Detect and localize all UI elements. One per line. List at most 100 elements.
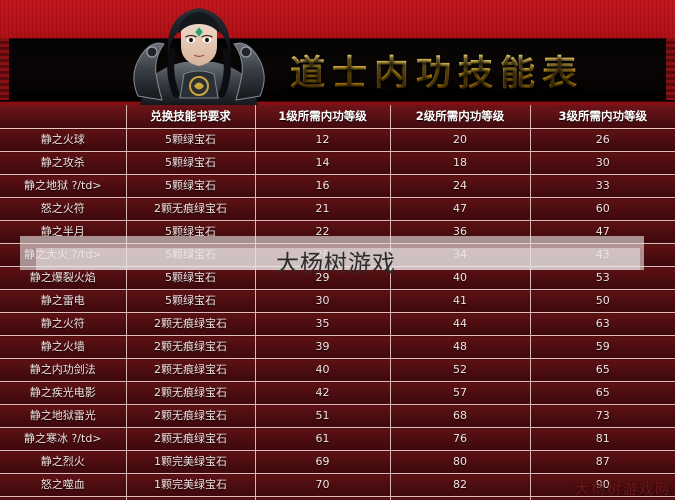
skill-book-requirement: 1颗完美绿宝石 (126, 496, 256, 500)
skill-book-requirement: 5颗绿宝石 (126, 174, 256, 198)
level-1-requirement: 12 (255, 128, 391, 152)
level-2-requirement: 82 (390, 473, 531, 497)
level-3-requirement: 47 (530, 220, 675, 244)
level-3-requirement: 65 (530, 381, 675, 405)
table-row: 静之地狱 ?/td> 5颗绿宝石 16 24 33 (0, 174, 675, 198)
level-3-requirement: 53 (530, 266, 675, 290)
skill-book-requirement: 5颗绿宝石 (126, 289, 256, 313)
level-2-requirement: 48 (390, 335, 531, 359)
table-row: 怒之火符 2颗无痕绿宝石 21 47 60 (0, 197, 675, 221)
skill-book-requirement: 2颗无痕绿宝石 (126, 381, 256, 405)
table-row: 静之雷电 5颗绿宝石 30 41 50 (0, 289, 675, 313)
skill-book-requirement: 5颗绿宝石 (126, 151, 256, 175)
column-header-requirement: 兑换技能书要求 (126, 105, 256, 129)
table-row: 静之火符 2颗无痕绿宝石 35 44 63 (0, 312, 675, 336)
table-row: 静之火墙 2颗无痕绿宝石 39 48 59 (0, 335, 675, 359)
table-row: 静之地狱雷光 2颗无痕绿宝石 51 68 73 (0, 404, 675, 428)
banner-right-ornament (666, 38, 675, 100)
level-3-requirement: 43 (530, 243, 675, 267)
banner-plate (0, 38, 675, 102)
column-header-level-1: 1级所需内功等级 (255, 105, 391, 129)
skill-book-requirement: 5颗绿宝石 (126, 243, 256, 267)
skill-name: 静之内功剑法 (0, 358, 127, 382)
skill-name: 静之火符 (0, 312, 127, 336)
level-1-requirement: 30 (255, 289, 391, 313)
skill-book-requirement: 1颗完美绿宝石 (126, 450, 256, 474)
level-2-requirement: 24 (390, 174, 531, 198)
level-3-requirement: 81 (530, 427, 675, 451)
skill-book-requirement: 2颗无痕绿宝石 (126, 312, 256, 336)
column-header-level-2: 2级所需内功等级 (390, 105, 531, 129)
level-1-requirement: 22 (255, 220, 391, 244)
level-3-requirement: 60 (530, 197, 675, 221)
skill-book-requirement: 2颗无痕绿宝石 (126, 427, 256, 451)
skill-name: 静之地狱 ?/td> (0, 174, 127, 198)
table-row: 静之攻杀 5颗绿宝石 14 18 30 (0, 151, 675, 175)
level-1-requirement: 42 (255, 381, 391, 405)
skill-book-requirement: 2颗无痕绿宝石 (126, 358, 256, 382)
skill-book-requirement: 1颗完美绿宝石 (126, 473, 256, 497)
table-row: 静之大火 ?/td> 5颗绿宝石 28 34 43 (0, 243, 675, 267)
skill-name: 静之大火 ?/td> (0, 243, 127, 267)
level-1-requirement: 71 (255, 496, 391, 500)
page-banner: 道士内功技能表 (0, 0, 675, 105)
level-1-requirement: 61 (255, 427, 391, 451)
skill-name: 静之火球 (0, 128, 127, 152)
level-2-requirement: 47 (390, 197, 531, 221)
level-1-requirement: 70 (255, 473, 391, 497)
skill-book-requirement: 2颗无痕绿宝石 (126, 335, 256, 359)
column-header-level-3: 3级所需内功等级 (530, 105, 675, 129)
table-row: 静之烈火 1颗完美绿宝石 69 80 87 (0, 450, 675, 474)
level-2-requirement: 52 (390, 358, 531, 382)
level-1-requirement: 29 (255, 266, 391, 290)
level-1-requirement: 40 (255, 358, 391, 382)
table-row: 怒之噬血 1颗完美绿宝石 70 82 90 (0, 473, 675, 497)
level-2-requirement: 77 (390, 496, 531, 500)
level-3-requirement: 59 (530, 335, 675, 359)
table-row: 静之爆裂火焰 5颗绿宝石 29 40 53 (0, 266, 675, 290)
level-2-requirement: 34 (390, 243, 531, 267)
level-2-requirement: 18 (390, 151, 531, 175)
skill-name: 静之半月 (0, 220, 127, 244)
skill-name: 静之攻杀 (0, 151, 127, 175)
skill-name: 怒之噬血 (0, 473, 127, 497)
level-1-requirement: 28 (255, 243, 391, 267)
skill-table-body: 静之火球 5颗绿宝石 12 20 26 静之攻杀 5颗绿宝石 14 18 30 静之地狱 ?/td>… (0, 128, 675, 500)
skill-book-requirement: 2颗无痕绿宝石 (126, 404, 256, 428)
page-title: 道士内功技能表 (290, 42, 584, 98)
level-2-requirement: 41 (390, 289, 531, 313)
level-1-requirement: 21 (255, 197, 391, 221)
level-2-requirement: 76 (390, 427, 531, 451)
level-3-requirement: 50 (530, 289, 675, 313)
level-2-requirement: 80 (390, 450, 531, 474)
skill-book-requirement: 5颗绿宝石 (126, 220, 256, 244)
level-2-requirement: 40 (390, 266, 531, 290)
column-header-skill (0, 105, 127, 129)
skill-name: 怒之火符 (0, 197, 127, 221)
skill-name: 静之冰咆 ?/td> (0, 496, 127, 500)
table-header-row: 兑换技能书要求 1级所需内功等级 2级所需内功等级 3级所需内功等级 (0, 105, 675, 129)
table-row: 静之冰咆 ?/td>1颗完美绿宝石717783 (0, 496, 675, 500)
table-row: 静之内功剑法 2颗无痕绿宝石 40 52 65 (0, 358, 675, 382)
skill-name: 静之寒冰 ?/td> (0, 427, 127, 451)
skill-name: 静之烈火 (0, 450, 127, 474)
skill-table-container: 兑换技能书要求 1级所需内功等级 2级所需内功等级 3级所需内功等级 静之火球 5… (0, 105, 675, 500)
level-2-requirement: 20 (390, 128, 531, 152)
character-portrait (128, 0, 270, 105)
skill-name: 静之雷电 (0, 289, 127, 313)
table-row: 静之火球 5颗绿宝石 12 20 26 (0, 128, 675, 152)
banner-left-ornament (0, 38, 9, 100)
level-3-requirement: 65 (530, 358, 675, 382)
skill-name: 静之地狱雷光 (0, 404, 127, 428)
level-1-requirement: 16 (255, 174, 391, 198)
skill-name: 静之疾光电影 (0, 381, 127, 405)
level-1-requirement: 51 (255, 404, 391, 428)
table-row: 静之寒冰 ?/td> 2颗无痕绿宝石 61 76 81 (0, 427, 675, 451)
skill-table: 兑换技能书要求 1级所需内功等级 2级所需内功等级 3级所需内功等级 静之火球 5… (0, 105, 675, 500)
level-2-requirement: 68 (390, 404, 531, 428)
level-3-requirement: 33 (530, 174, 675, 198)
level-3-requirement: 30 (530, 151, 675, 175)
skill-name: 静之火墙 (0, 335, 127, 359)
table-row: 静之半月 5颗绿宝石 22 36 47 (0, 220, 675, 244)
